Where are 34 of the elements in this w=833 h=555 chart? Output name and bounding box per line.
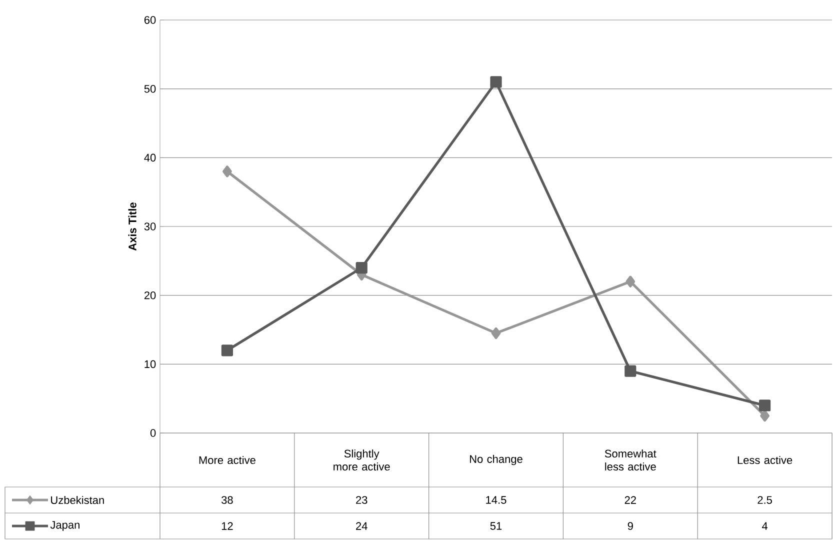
point <box>624 365 636 377</box>
data-label: 9 <box>628 522 633 530</box>
point <box>356 262 368 274</box>
data-label: 12 <box>222 522 233 530</box>
legend-label: Japan <box>50 521 80 531</box>
point <box>626 276 636 288</box>
data-label: 51 <box>490 522 502 530</box>
data-label: 23 <box>356 496 368 504</box>
x-tick-label: Somewhat less active <box>604 449 656 471</box>
legend-label: Uzbekistan <box>51 496 104 504</box>
x-tick-label: No change <box>470 454 522 466</box>
x-tick-label: Slightly more active <box>334 449 390 471</box>
y-tick-label: 0 <box>150 429 156 437</box>
data-label: 14.5 <box>486 496 506 504</box>
point <box>222 166 232 178</box>
point <box>221 344 233 356</box>
y-tick-label: 30 <box>144 222 156 230</box>
point <box>759 400 771 412</box>
data-label: 38 <box>222 496 233 504</box>
y-tick-label: 40 <box>144 154 156 162</box>
data-label: 24 <box>356 522 368 530</box>
y-tick-label: 50 <box>144 84 156 93</box>
x-tick-label: Less active <box>738 456 792 464</box>
y-tick-label: 20 <box>144 291 156 300</box>
y-axis-title: Axis Title <box>128 202 136 251</box>
data-label: 4 <box>762 522 768 530</box>
point <box>760 410 770 422</box>
y-tick-label: 10 <box>144 360 156 368</box>
data-label: 2.5 <box>758 496 772 504</box>
point <box>491 327 501 339</box>
point <box>490 76 502 88</box>
y-tick-label: 60 <box>144 16 156 24</box>
data-label: 22 <box>624 496 636 504</box>
x-tick-label: More active <box>199 456 256 464</box>
